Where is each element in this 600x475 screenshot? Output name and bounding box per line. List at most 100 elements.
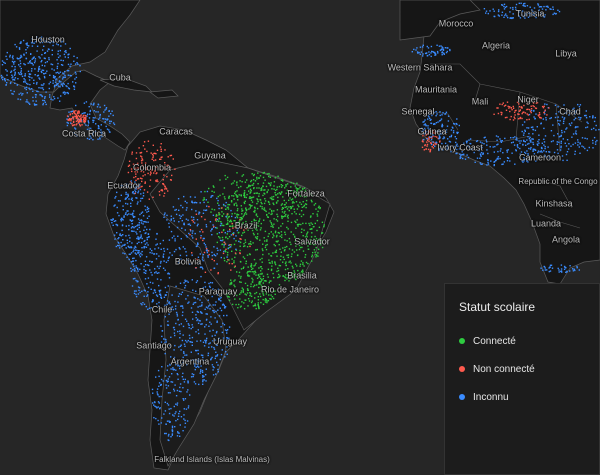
school-point: [134, 171, 136, 173]
school-point: [278, 264, 280, 267]
school-point: [66, 121, 68, 124]
school-point: [202, 259, 204, 262]
school-point: [251, 221, 253, 223]
school-point: [247, 186, 250, 188]
school-point: [421, 46, 424, 48]
school-point: [311, 232, 313, 234]
school-point: [179, 332, 181, 335]
school-point: [189, 224, 192, 227]
school-point: [256, 207, 259, 210]
school-point: [129, 253, 131, 255]
school-point: [78, 116, 80, 118]
place-label: Ivory Coast: [437, 142, 483, 153]
school-point: [452, 131, 455, 134]
school-point: [204, 333, 206, 335]
school-point: [466, 142, 468, 144]
school-point: [265, 210, 267, 213]
school-point: [231, 195, 233, 197]
school-point: [214, 255, 217, 257]
school-point: [168, 376, 171, 378]
school-point: [109, 131, 111, 133]
school-point: [251, 300, 253, 302]
school-point: [301, 228, 303, 230]
school-point: [243, 243, 245, 245]
school-point: [230, 220, 233, 223]
school-point: [485, 139, 487, 141]
school-point: [211, 190, 213, 192]
school-point: [293, 271, 296, 274]
school-point: [29, 60, 32, 62]
school-point: [268, 175, 270, 178]
school-point: [551, 267, 554, 269]
school-point: [18, 47, 21, 49]
school-point: [149, 260, 151, 262]
school-point: [146, 217, 149, 219]
europe-landmass: [399, 0, 481, 41]
school-point: [10, 89, 12, 92]
school-point: [140, 212, 143, 214]
school-point: [566, 271, 568, 273]
school-point: [274, 231, 277, 234]
school-point: [159, 158, 161, 160]
school-point: [81, 112, 83, 115]
school-point: [132, 260, 134, 262]
school-point: [276, 186, 278, 188]
school-point: [215, 373, 217, 375]
school-point: [45, 103, 47, 106]
school-point: [512, 137, 514, 139]
school-point: [225, 236, 227, 239]
school-point: [479, 141, 482, 143]
school-point: [207, 250, 210, 252]
school-point: [43, 73, 45, 75]
school-point: [44, 101, 46, 103]
school-point: [164, 341, 166, 344]
school-point: [259, 205, 262, 207]
school-point: [161, 190, 164, 192]
school-point: [137, 190, 140, 192]
school-point: [277, 231, 279, 234]
school-point: [429, 117, 431, 120]
school-point: [220, 221, 222, 223]
school-point: [216, 344, 218, 346]
school-point: [71, 123, 73, 125]
school-point: [79, 125, 82, 127]
school-point: [155, 179, 157, 182]
school-point: [181, 227, 183, 229]
school-point: [277, 196, 279, 199]
school-point: [253, 220, 255, 222]
school-point: [112, 114, 114, 117]
school-point: [247, 270, 249, 273]
school-point: [519, 153, 521, 155]
school-point: [258, 193, 260, 195]
school-point: [173, 332, 176, 334]
school-point: [65, 50, 67, 52]
school-point: [202, 199, 204, 201]
school-point: [548, 154, 550, 157]
school-point: [52, 44, 54, 47]
school-point: [230, 283, 233, 285]
school-point: [315, 256, 317, 258]
school-point: [216, 218, 219, 221]
school-point: [188, 334, 191, 337]
school-point: [247, 305, 249, 307]
school-point: [411, 51, 413, 53]
school-point: [143, 268, 145, 271]
school-point: [172, 367, 174, 369]
school-point: [313, 204, 315, 206]
school-point: [515, 150, 517, 152]
school-point: [213, 348, 216, 350]
school-point: [221, 207, 223, 209]
school-point: [540, 123, 542, 125]
school-point: [184, 345, 186, 347]
school-point: [140, 186, 142, 188]
school-point: [428, 116, 430, 118]
school-point: [309, 243, 312, 245]
school-point: [18, 73, 21, 75]
school-point: [575, 126, 577, 128]
school-point: [229, 282, 232, 284]
school-point: [584, 114, 586, 117]
school-point: [549, 270, 552, 272]
school-point: [542, 107, 545, 109]
school-point: [213, 346, 215, 349]
